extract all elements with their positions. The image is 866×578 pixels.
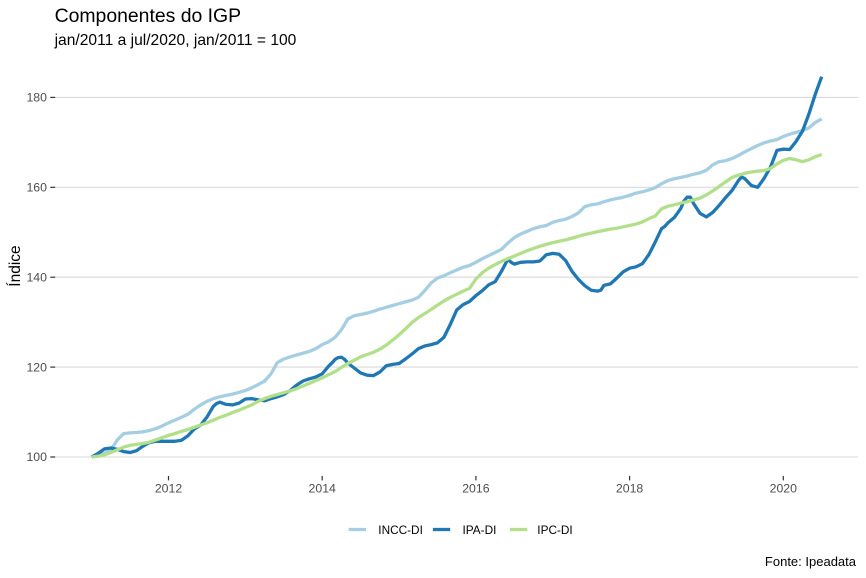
svg-text:2018: 2018 <box>616 481 644 495</box>
svg-text:2012: 2012 <box>155 481 183 495</box>
svg-text:140: 140 <box>26 270 47 284</box>
svg-text:IPC-DI: IPC-DI <box>537 523 572 537</box>
svg-text:2014: 2014 <box>309 481 337 495</box>
svg-text:2016: 2016 <box>462 481 490 495</box>
svg-text:Componentes do IGP: Componentes do IGP <box>55 5 241 27</box>
svg-text:160: 160 <box>26 181 47 195</box>
svg-text:Fonte: Ipeadata: Fonte: Ipeadata <box>765 554 857 569</box>
svg-text:180: 180 <box>26 91 47 105</box>
svg-text:100: 100 <box>26 450 47 464</box>
svg-text:INCC-DI: INCC-DI <box>378 523 423 537</box>
svg-text:IPA-DI: IPA-DI <box>463 523 497 537</box>
svg-text:2020: 2020 <box>770 481 798 495</box>
svg-text:jan/2011 a jul/2020, jan/2011: jan/2011 a jul/2020, jan/2011 = 100 <box>54 32 297 49</box>
svg-text:Índice: Índice <box>7 245 24 286</box>
svg-text:120: 120 <box>26 360 47 374</box>
